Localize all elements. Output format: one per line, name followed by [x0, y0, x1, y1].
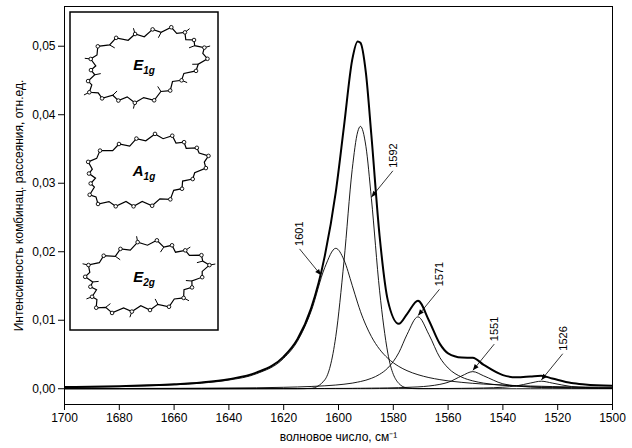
svg-text:1500: 1500	[599, 411, 626, 425]
svg-text:1560: 1560	[435, 411, 462, 425]
svg-text:0,00: 0,00	[32, 382, 56, 396]
svg-text:E2g: E2g	[133, 268, 155, 288]
svg-text:1600: 1600	[325, 411, 352, 425]
svg-text:0,03: 0,03	[32, 176, 56, 190]
svg-text:1680: 1680	[106, 411, 133, 425]
svg-text:1526: 1526	[557, 326, 569, 350]
svg-text:E1g: E1g	[133, 56, 155, 76]
svg-text:0,01: 0,01	[32, 313, 56, 327]
svg-text:0,02: 0,02	[32, 245, 56, 259]
svg-text:1571: 1571	[433, 262, 445, 286]
svg-text:1580: 1580	[380, 411, 407, 425]
svg-text:0,04: 0,04	[32, 108, 56, 122]
svg-text:1700: 1700	[51, 411, 78, 425]
svg-text:1640: 1640	[216, 411, 243, 425]
svg-text:1540: 1540	[490, 411, 517, 425]
svg-text:волновое число, см⁻¹: волновое число, см⁻¹	[280, 430, 398, 444]
svg-text:1551: 1551	[488, 317, 500, 341]
svg-text:1592: 1592	[387, 143, 399, 167]
svg-text:Интенсивность комбинац. рассея: Интенсивность комбинац. рассеяния, отн.е…	[12, 80, 26, 332]
svg-text:1601: 1601	[293, 221, 305, 245]
svg-text:1620: 1620	[270, 411, 297, 425]
svg-text:A1g: A1g	[132, 162, 156, 182]
svg-text:1520: 1520	[544, 411, 571, 425]
svg-text:1660: 1660	[161, 411, 188, 425]
svg-text:0,05: 0,05	[32, 39, 56, 53]
